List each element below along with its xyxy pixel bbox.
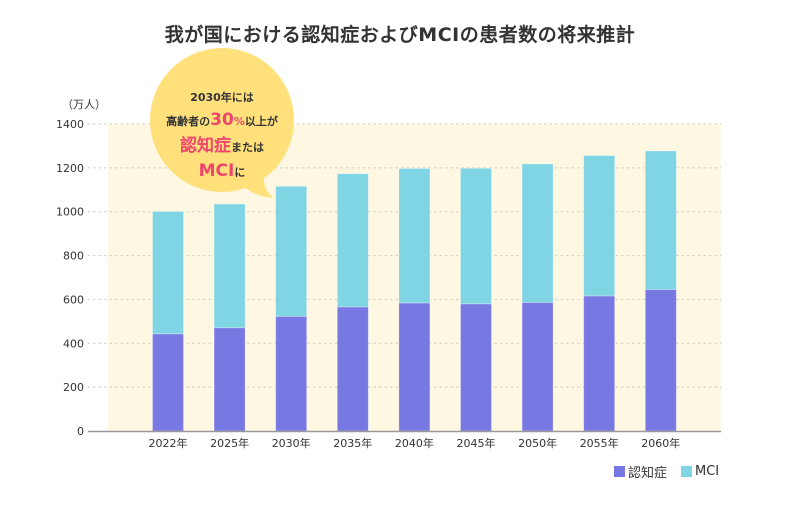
annotation-segment: %	[234, 115, 245, 128]
bar-mci-2025	[213, 203, 246, 329]
annotation-line-4: MCIに	[199, 161, 246, 181]
bar-dementia-2030	[275, 315, 308, 432]
x-tick-label-2035: 2035年	[333, 436, 372, 450]
bar-mci-2040	[398, 168, 431, 304]
legend: 認知症 MCI	[614, 462, 719, 481]
y-tick-label-0: 0	[77, 425, 84, 438]
y-tick-label-1200: 1200	[56, 162, 84, 175]
bar-mci-2045	[460, 167, 492, 305]
x-tick-label-2040: 2040年	[395, 436, 434, 450]
y-tick-label-1000: 1000	[56, 206, 84, 219]
annotation-line-1: 2030年には	[190, 90, 254, 104]
x-tick-label-2025: 2025年	[210, 436, 249, 450]
bar-dementia-2060	[644, 289, 677, 432]
annotation-segment: 認知症	[180, 135, 231, 156]
bar-dementia-2045	[460, 303, 492, 432]
y-tick-label-1400: 1400	[56, 118, 84, 131]
y-tick-label-200: 200	[63, 381, 84, 394]
x-tick-label-2050: 2050年	[518, 436, 557, 450]
bar-mci-2060	[644, 150, 677, 290]
x-tick-label-2030: 2030年	[272, 436, 311, 450]
annotation-segment: 以上が	[245, 114, 278, 128]
bar-dementia-2040	[398, 302, 431, 432]
annotation-line-3: 認知症または	[180, 135, 264, 156]
bar-dementia-2022	[152, 333, 184, 432]
annotation-segment: 30	[210, 110, 234, 130]
y-tick-label-400: 400	[63, 337, 84, 350]
bar-dementia-2025	[213, 327, 246, 432]
legend-item-mci: MCI	[681, 464, 719, 479]
annotation-line-2: 高齢者の30%以上が	[166, 110, 278, 130]
annotation-segment: に	[234, 166, 245, 179]
x-tick-label-2022: 2022年	[149, 436, 188, 450]
legend-label-dementia: 認知症	[628, 466, 668, 481]
legend-swatch-dementia	[614, 466, 625, 477]
x-tick-label-2045: 2045年	[457, 436, 496, 450]
annotation-segment: MCI	[199, 161, 235, 181]
bar-dementia-2035	[336, 306, 369, 432]
bar-mci-2050	[521, 163, 554, 303]
y-axis-ticks: 0 200 400 600 800 1000 1200 1400	[56, 118, 84, 438]
bubble-circle	[150, 48, 294, 192]
bar-dementia-2055	[583, 295, 616, 432]
bar-dementia-2050	[521, 302, 554, 432]
chart-title: 我が国における認知症およびMCIの患者数の将来推計	[164, 24, 636, 46]
bar-mci-2055	[583, 155, 616, 297]
y-axis-unit-label: （万人）	[62, 98, 106, 111]
x-axis-ticks: 2022年 2025年 2030年 2035年 2040年 2045年 2050年 2055年…	[149, 436, 681, 450]
annotation-segment: 2030年には	[190, 90, 254, 104]
bar-mci-2035	[336, 173, 369, 308]
x-tick-label-2055: 2055年	[580, 436, 619, 450]
bars	[152, 150, 677, 432]
annotation-segment: または	[231, 141, 264, 154]
bar-mci-2022	[152, 211, 184, 335]
legend-item-dementia: 認知症	[614, 462, 667, 481]
x-tick-label-2060: 2060年	[641, 436, 680, 450]
bar-mci-2030	[275, 185, 308, 317]
y-tick-label-800: 800	[63, 250, 84, 263]
annotation-segment: 高齢者の	[166, 114, 210, 128]
y-tick-label-600: 600	[63, 293, 84, 306]
legend-label-mci: MCI	[695, 464, 720, 479]
legend-swatch-mci	[681, 466, 693, 477]
